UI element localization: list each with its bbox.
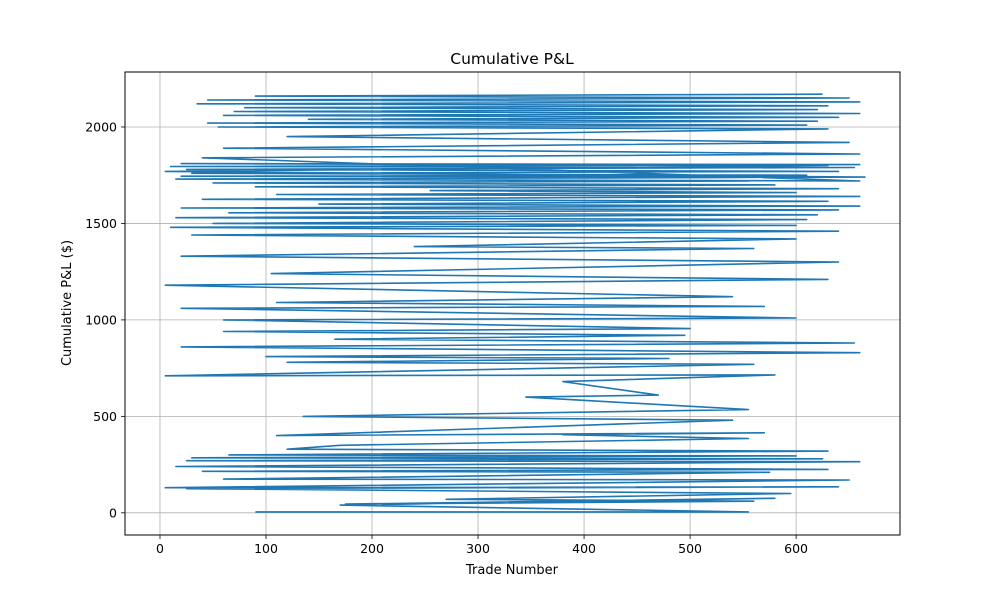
y-tick-label: 2000 <box>85 119 117 134</box>
plot-frame <box>124 71 901 536</box>
series-layer <box>164 93 866 513</box>
x-tick-label: 100 <box>254 541 278 556</box>
x-axis-label: Trade Number <box>465 563 559 578</box>
y-tick-label: 500 <box>93 409 117 424</box>
y-tick-label: 1000 <box>85 312 117 327</box>
y-axis-label: Cumulative P&L ($) <box>60 240 75 366</box>
y-tick-label: 1500 <box>85 216 117 231</box>
series-line <box>164 93 866 513</box>
x-tick-label: 400 <box>572 541 596 556</box>
x-tick-label: 0 <box>156 541 164 556</box>
x-tick-label: 300 <box>466 541 490 556</box>
x-tick-label: 500 <box>678 541 702 556</box>
y-tick-label: 0 <box>109 505 117 520</box>
y-axis: 0 500 1000 1500 2000 <box>85 119 125 520</box>
x-tick-label: 600 <box>784 541 808 556</box>
x-axis: 0 100 200 300 400 500 600 <box>156 535 808 556</box>
chart-title: Cumulative P&L <box>450 50 574 68</box>
x-tick-label: 200 <box>360 541 384 556</box>
